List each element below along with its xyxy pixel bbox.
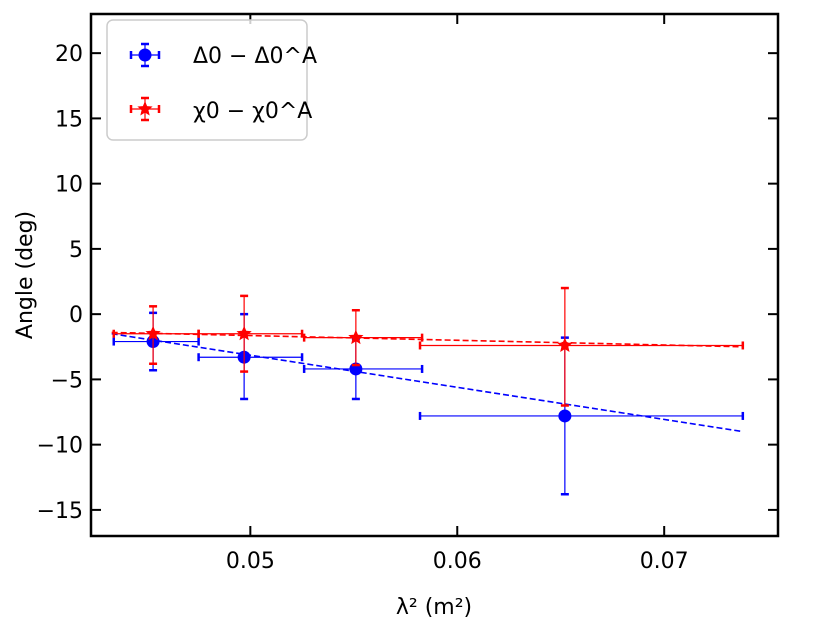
y-tick-label: 20 [55, 42, 83, 67]
legend-box [106, 19, 308, 141]
data-point-2 [302, 337, 424, 401]
y-tick-label: −5 [51, 368, 83, 393]
circle-marker [558, 409, 572, 423]
data-point-legend-0 [129, 42, 161, 68]
data-point-1 [197, 294, 304, 373]
y-tick-label: 5 [69, 238, 83, 263]
x-tick-label: 0.06 [433, 549, 482, 574]
star-marker [137, 101, 153, 116]
data-point-3 [418, 336, 745, 496]
series-1 [111, 286, 745, 407]
star-marker [145, 325, 161, 341]
data-point-legend-1 [129, 96, 161, 122]
legend-label-chi: χ0 − χ0^A [193, 99, 312, 124]
y-tick-label: 0 [69, 303, 83, 328]
data-point-0 [112, 305, 200, 365]
data-point-3 [418, 286, 745, 407]
x-tick-label: 0.05 [226, 549, 275, 574]
star-marker [348, 329, 364, 345]
data-layer [111, 286, 745, 496]
fit-line [111, 331, 743, 348]
legend-label-delta: Δ0 − Δ0^A [193, 44, 317, 69]
y-tick-label: −15 [37, 499, 83, 524]
x-axis-label: λ² (m²) [396, 595, 472, 620]
y-axis-label: Angle (deg) [13, 211, 38, 339]
plot-frame [89, 12, 780, 538]
data-point-0 [112, 311, 200, 372]
data-point-1 [197, 312, 304, 401]
fit-line [111, 332, 743, 433]
y-tick-label: 15 [55, 107, 83, 132]
y-tick-label: 10 [55, 173, 83, 198]
data-point-2 [302, 308, 424, 367]
star-marker [557, 337, 573, 352]
legend: Δ0 − Δ0^A χ0 − χ0^A [106, 19, 317, 141]
circle-marker [138, 48, 152, 62]
x-tick-label: 0.07 [640, 549, 689, 574]
axes-layer: 0.05 0.06 0.07 −15 −10 −5 0 5 10 15 20 [37, 14, 778, 574]
y-tick-label: −10 [37, 434, 83, 459]
star-marker [236, 325, 252, 341]
